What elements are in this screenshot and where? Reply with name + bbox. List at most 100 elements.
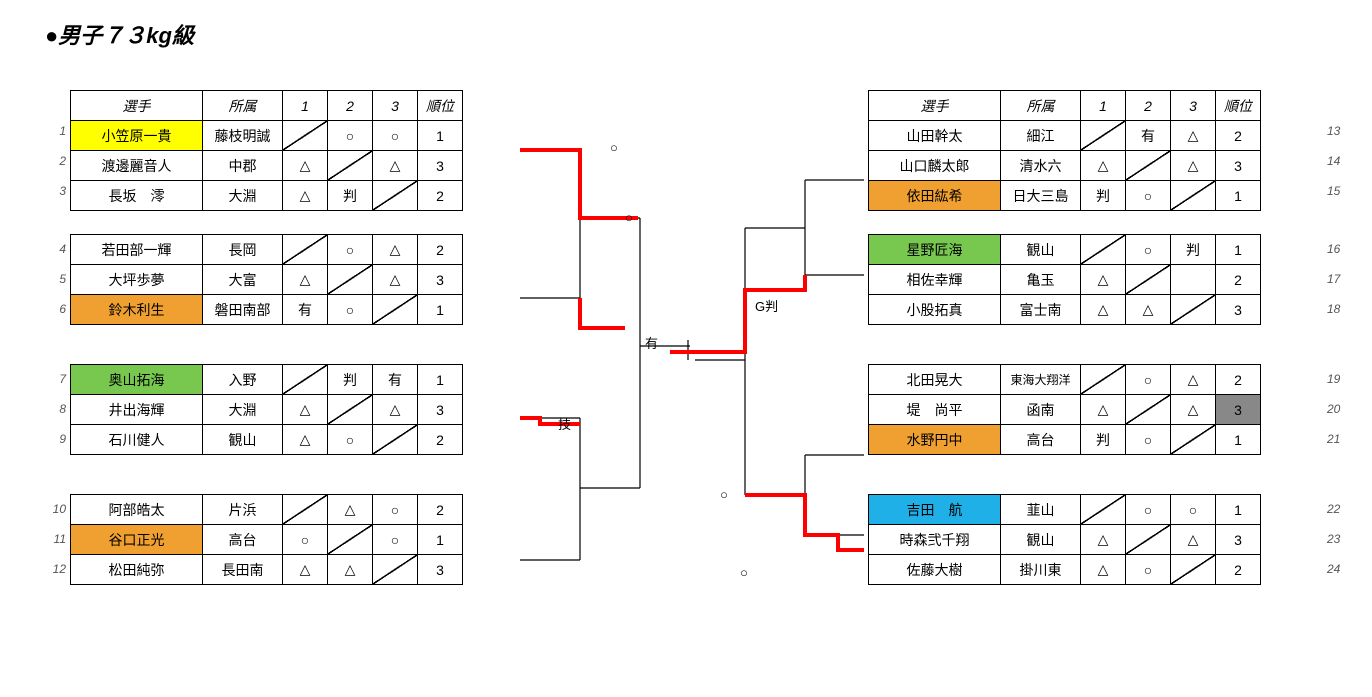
player-name: 佐藤大樹 [869,555,1001,585]
player-name: 山口麟太郎 [869,151,1001,181]
rank-cell: 3 [1216,151,1261,181]
result-cell: ○ [328,121,373,151]
row-number: 7 [48,372,66,386]
result-self [328,525,373,555]
col-header: 所属 [203,91,283,121]
table-row: 長坂 澪大淵△判2 [71,181,463,211]
player-name: 大坪歩夢 [71,265,203,295]
result-cell: △ [1126,295,1171,325]
rank-cell: 2 [1216,365,1261,395]
table-row: 依田紘希日大三島判○1 [869,181,1261,211]
result-cell: △ [1171,395,1216,425]
table-row: 奥山拓海入野判有1 [71,365,463,395]
table-row: 松田純弥長田南△△3 [71,555,463,585]
result-cell: ○ [1126,555,1171,585]
row-number: 20 [1327,402,1340,416]
result-cell: 判 [328,181,373,211]
result-cell: ○ [373,121,418,151]
rank-cell: 2 [418,425,463,455]
col-header: 選手 [869,91,1001,121]
match-result-label: ○ [625,210,633,225]
result-cell: ○ [1126,235,1171,265]
match-result-label: ○ [610,140,618,155]
result-cell: ○ [1126,365,1171,395]
col-header: 2 [1126,91,1171,121]
col-header: 所属 [1001,91,1081,121]
affiliation: 観山 [1001,525,1081,555]
result-self [328,395,373,425]
affiliation: 大富 [203,265,283,295]
col-header: 1 [1081,91,1126,121]
col-header: 3 [1171,91,1216,121]
row-number: 11 [48,532,66,546]
rank-cell: 2 [418,235,463,265]
result-self [1126,395,1171,425]
col-header: 1 [283,91,328,121]
player-name: 松田純弥 [71,555,203,585]
rank-cell: 2 [418,181,463,211]
pool-table: 北田晃大東海大翔洋○△2堤 尚平函南△△3水野円中高台判○1 [868,364,1261,455]
table-row: 渡邊麗音人中郡△△3 [71,151,463,181]
player-name: 小股拓真 [869,295,1001,325]
row-number: 22 [1327,502,1340,516]
table-row: 山田幹太細江有△2 [869,121,1261,151]
result-self [328,151,373,181]
result-cell: ○ [1126,181,1171,211]
row-number: 10 [48,502,66,516]
row-number: 3 [48,184,66,198]
table-row: 若田部一輝長岡○△2 [71,235,463,265]
rank-cell: 3 [418,395,463,425]
player-name: 山田幹太 [869,121,1001,151]
result-cell: △ [283,265,328,295]
row-number: 4 [48,242,66,256]
affiliation: 高台 [203,525,283,555]
row-number: 16 [1327,242,1340,256]
table-row: 小笠原一貴藤枝明誠○○1 [71,121,463,151]
result-cell [1171,265,1216,295]
affiliation: 高台 [1001,425,1081,455]
result-self [283,365,328,395]
row-number: 17 [1327,272,1340,286]
table-row: 大坪歩夢大富△△3 [71,265,463,295]
rank-cell: 3 [1216,295,1261,325]
result-self [283,495,328,525]
table-row: 相佐幸輝亀玉△2 [869,265,1261,295]
player-name: 小笠原一貴 [71,121,203,151]
result-cell: △ [283,151,328,181]
affiliation: 片浜 [203,495,283,525]
affiliation: 清水六 [1001,151,1081,181]
row-number: 9 [48,432,66,446]
table-row: 北田晃大東海大翔洋○△2 [869,365,1261,395]
table-row: 水野円中高台判○1 [869,425,1261,455]
col-header: 順位 [418,91,463,121]
col-header: 選手 [71,91,203,121]
row-number: 19 [1327,372,1340,386]
result-cell: 判 [1081,181,1126,211]
result-cell: 有 [283,295,328,325]
result-self [373,181,418,211]
result-cell: 判 [1171,235,1216,265]
table-row: 鈴木利生磐田南部有○1 [71,295,463,325]
result-cell: △ [373,151,418,181]
table-row: 堤 尚平函南△△3 [869,395,1261,425]
rank-cell: 3 [418,265,463,295]
result-cell: 判 [1081,425,1126,455]
rank-cell: 1 [418,525,463,555]
rank-cell: 3 [1216,395,1261,425]
result-cell: ○ [1126,425,1171,455]
result-self [373,295,418,325]
table-row: 井出海輝大淵△△3 [71,395,463,425]
player-name: 石川健人 [71,425,203,455]
affiliation: 富士南 [1001,295,1081,325]
affiliation: 藤枝明誠 [203,121,283,151]
affiliation: 長岡 [203,235,283,265]
result-cell: △ [1081,295,1126,325]
player-name: 吉田 航 [869,495,1001,525]
pool-table: 阿部皓太片浜△○2谷口正光高台○○1松田純弥長田南△△3 [70,494,463,585]
pool-table: 若田部一輝長岡○△2大坪歩夢大富△△3鈴木利生磐田南部有○1 [70,234,463,325]
affiliation: 大淵 [203,181,283,211]
player-name: 堤 尚平 [869,395,1001,425]
col-header: 3 [373,91,418,121]
rank-cell: 1 [1216,425,1261,455]
result-self [283,235,328,265]
